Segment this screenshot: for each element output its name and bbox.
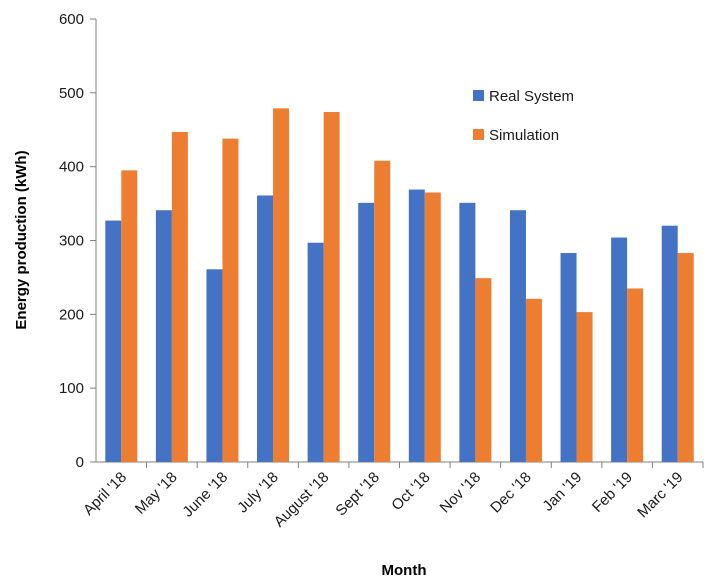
bar-real-system [206,269,223,462]
x-tick-label: April '18 [80,469,130,519]
bar-real-system [105,220,122,462]
y-tick-label: 100 [59,380,84,397]
x-tick-label: Sept '18 [332,469,383,520]
bar-simulation [222,138,239,463]
bar-simulation [121,170,138,462]
bar-simulation [374,160,391,462]
bar-simulation [475,278,492,462]
y-tick-label: 400 [59,159,84,176]
bar-simulation [627,288,644,462]
legend-swatch [473,90,484,101]
bar-real-system [509,210,526,462]
legend-swatch [473,129,484,140]
bar-real-system [307,242,324,462]
legend-label: Simulation [489,127,559,144]
y-tick-label: 600 [59,11,84,28]
x-tick-label: Nov '18 [437,469,485,517]
bar-simulation [171,131,188,462]
bar-real-system [611,237,628,462]
x-axis-title: Month [382,562,427,579]
bar-real-system [459,202,476,462]
legend: Real System Simulation [473,88,574,144]
x-tick-label: Jan '19 [539,469,585,515]
x-tick-label: May '18 [132,469,181,518]
x-tick-label: August '18 [271,469,333,531]
y-tick-label: 0 [76,454,84,471]
x-tick-label: Dec '18 [487,469,535,517]
bar-simulation [525,298,542,462]
x-tick-label: Feb '19 [589,469,636,516]
bar-simulation [323,112,340,462]
x-tick-label: Marc '19 [634,469,686,521]
y-tick-label: 300 [59,233,84,250]
x-tick-label: July '18 [234,469,282,517]
plot-area: 0 100 200 300 400 500 600 April '18 May '18June … [59,11,704,531]
bar-real-system [408,189,425,462]
bar-simulation [424,192,441,462]
x-tick-label: June '18 [179,469,231,521]
bar-real-system [358,202,375,462]
y-axis-title: Energy production (kWh) [13,150,30,329]
bar-real-system [560,253,577,462]
x-tick-label: Oct '18 [388,469,433,514]
bar-real-system [155,210,172,462]
bar-simulation [576,312,593,462]
legend-label: Real System [489,88,574,105]
bar-simulation [273,108,290,463]
y-tick-label: 500 [59,85,84,102]
y-tick-label: 200 [59,306,84,323]
bar-simulation [677,253,694,462]
bar-real-system [661,225,678,462]
bar-real-system [257,195,274,462]
